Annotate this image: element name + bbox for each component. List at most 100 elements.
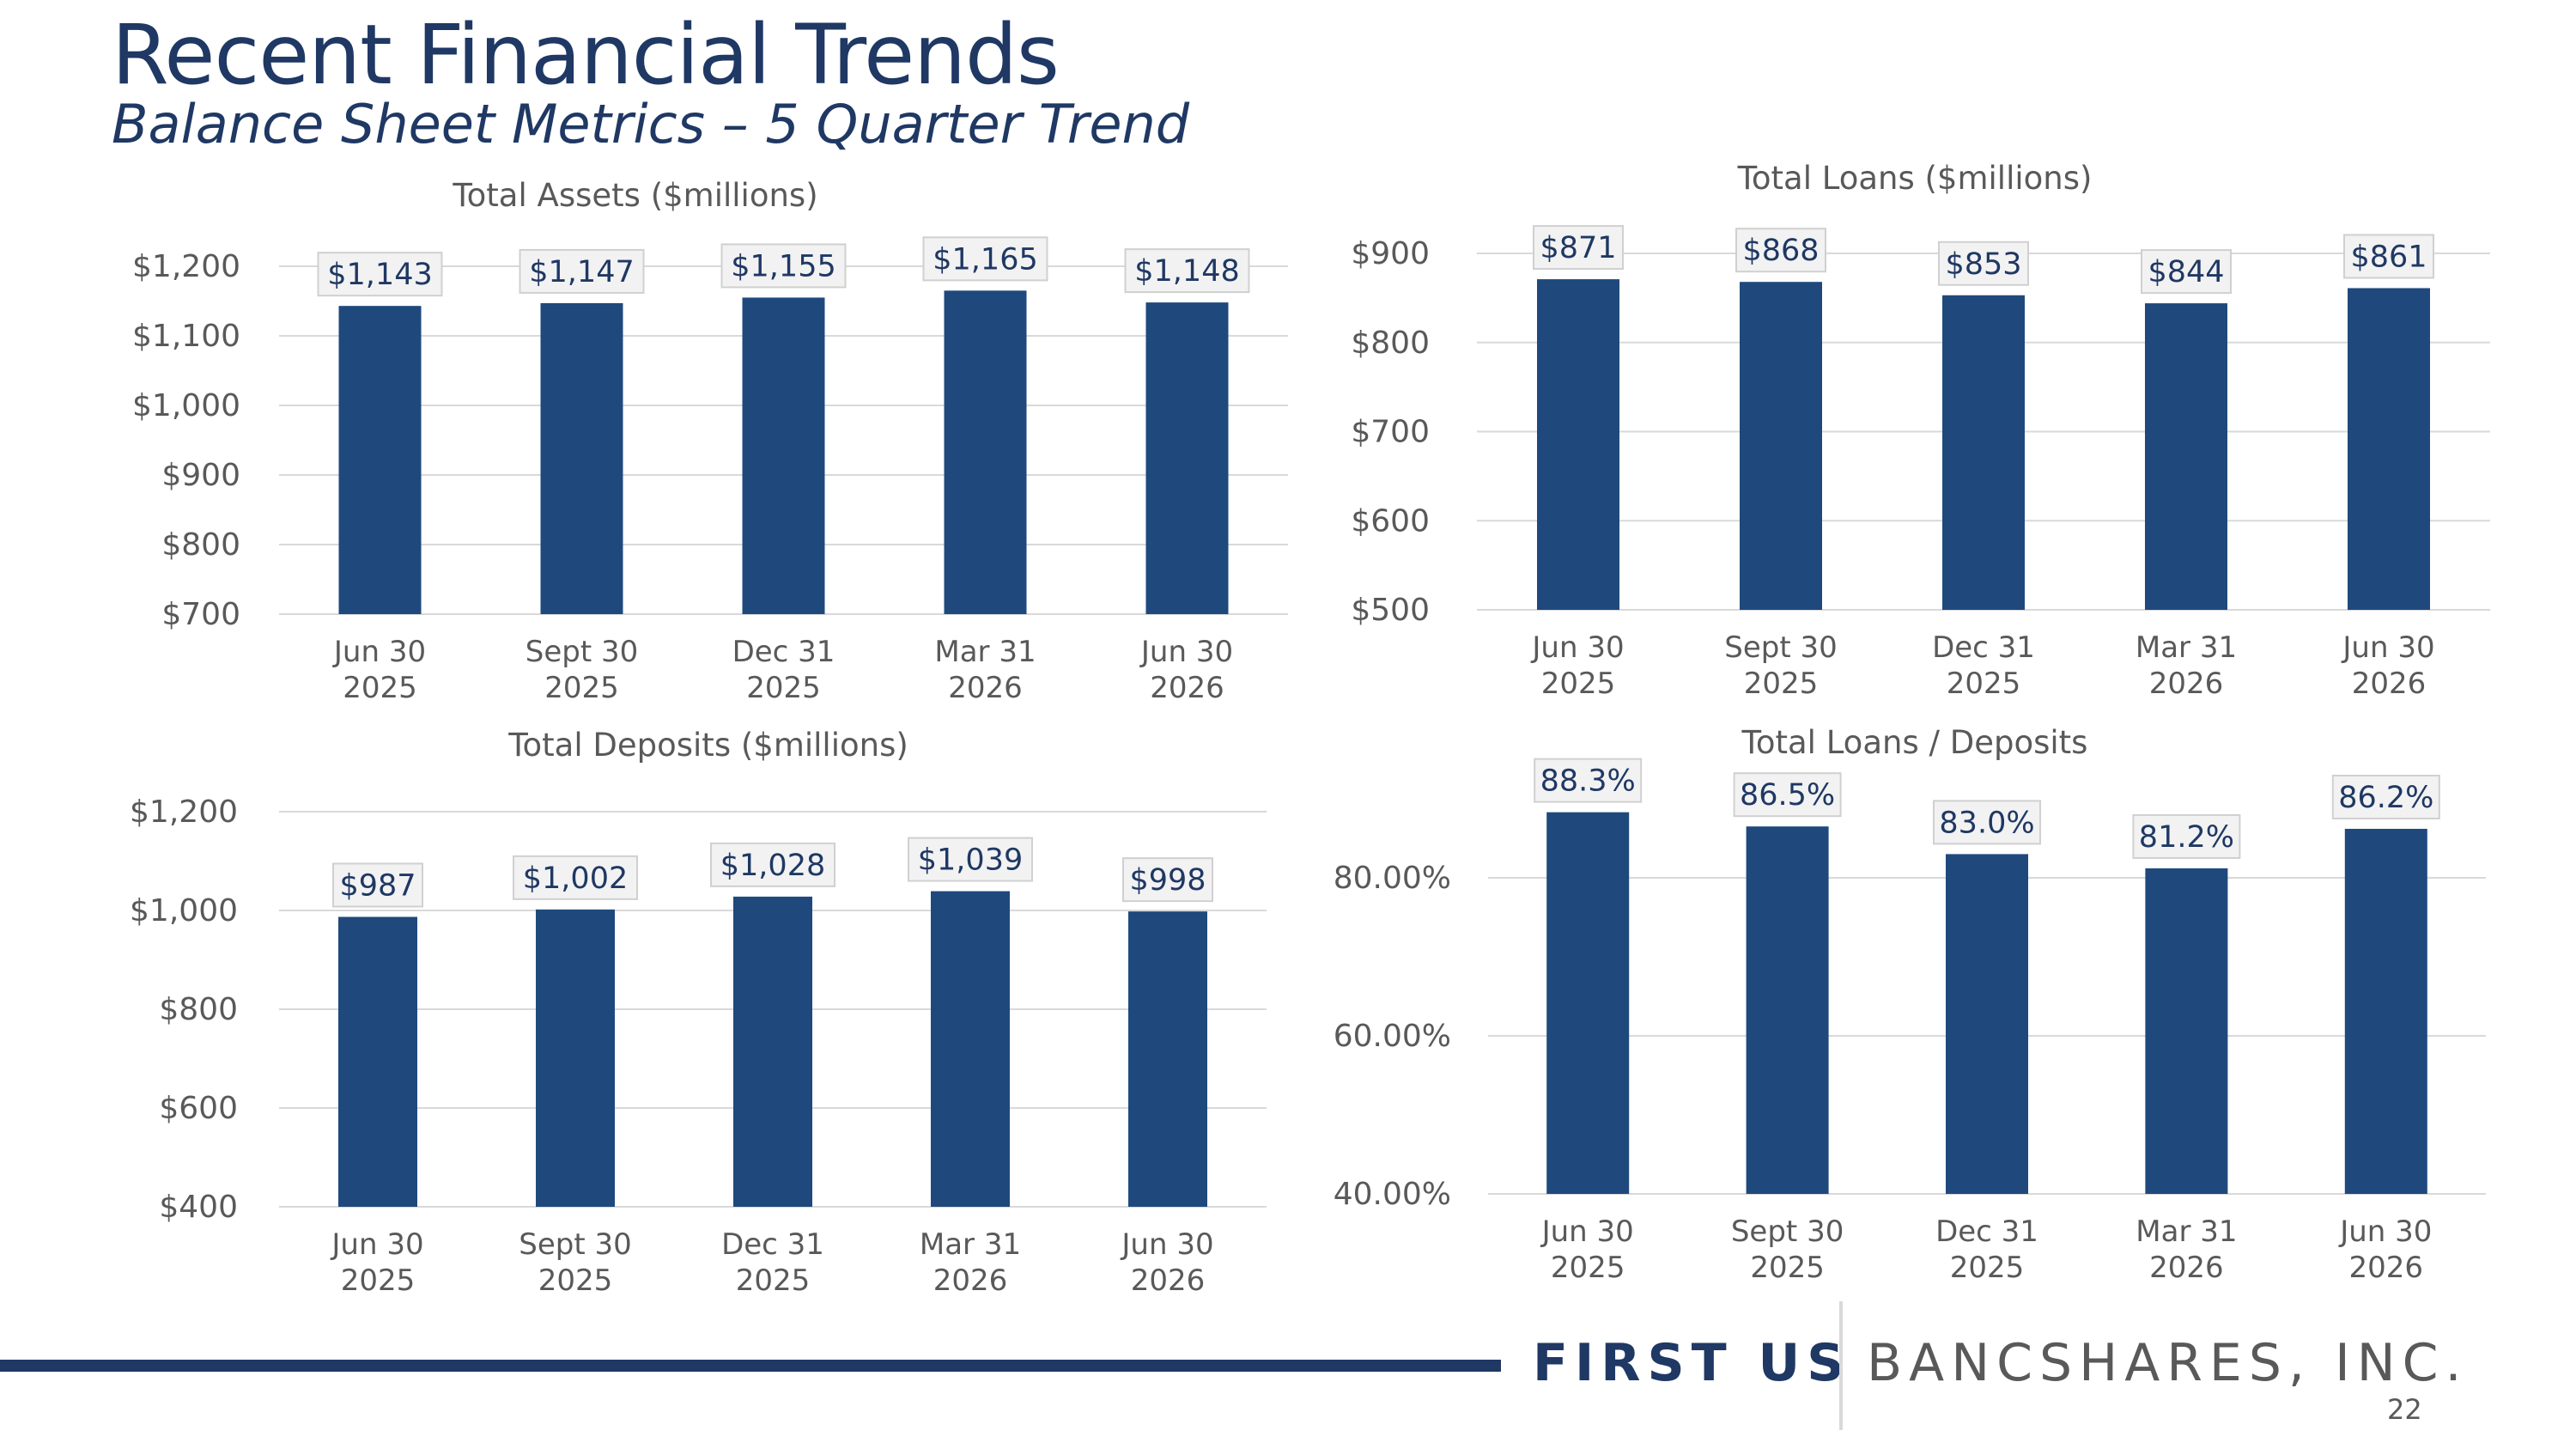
bar bbox=[338, 306, 422, 614]
x-tick-year: 2025 bbox=[544, 671, 619, 705]
data-label: $1,039 bbox=[918, 843, 1023, 878]
x-tick-label: Jun 30 bbox=[1139, 635, 1233, 669]
x-tick-label: Jun 30 bbox=[1530, 630, 1624, 665]
x-tick-year: 2025 bbox=[736, 1263, 811, 1298]
data-label: $1,143 bbox=[327, 258, 432, 292]
x-tick-label: Sept 30 bbox=[1731, 1215, 1844, 1249]
data-label: $1,165 bbox=[933, 242, 1037, 277]
chart-title: Total Deposits ($millions) bbox=[507, 727, 908, 764]
data-label: $844 bbox=[2148, 255, 2224, 289]
data-label: 81.2% bbox=[2139, 820, 2234, 855]
x-tick-label: Jun 30 bbox=[332, 635, 426, 669]
bar bbox=[1537, 279, 1619, 610]
data-label: $998 bbox=[1129, 863, 1206, 898]
total-deposits-chart: Total Deposits ($millions) $400 $600 $800 $1… bbox=[130, 727, 1267, 1298]
chart-title: Total Loans / Deposits bbox=[1741, 724, 2088, 761]
data-label: $871 bbox=[1540, 231, 1616, 265]
page-number: 22 bbox=[2387, 1393, 2422, 1426]
y-tick-label: $1,000 bbox=[132, 388, 240, 423]
y-tick-label: $600 bbox=[1351, 503, 1430, 539]
footer-rule bbox=[0, 1360, 1501, 1372]
x-tick-year: 2025 bbox=[343, 671, 417, 705]
x-tick-label: Dec 31 bbox=[732, 635, 835, 669]
bar bbox=[944, 290, 1027, 614]
bar bbox=[1740, 282, 1822, 610]
y-tick-label: $1,200 bbox=[132, 249, 240, 284]
bar bbox=[338, 916, 417, 1207]
x-tick-year: 2025 bbox=[1541, 667, 1616, 701]
data-label: $987 bbox=[339, 868, 416, 903]
x-tick-label: Jun 30 bbox=[2338, 1215, 2432, 1249]
data-label-box bbox=[2331, 774, 2440, 819]
data-label-box bbox=[720, 243, 847, 289]
bar bbox=[2145, 303, 2227, 610]
chart-title: Total Assets ($millions) bbox=[452, 177, 817, 214]
bar bbox=[2145, 868, 2228, 1194]
y-tick-label: $500 bbox=[1351, 593, 1430, 628]
bar bbox=[540, 302, 623, 614]
x-tick-year: 2025 bbox=[1551, 1251, 1625, 1285]
x-tick-label: Dec 31 bbox=[1935, 1215, 2038, 1249]
data-label-box bbox=[1733, 772, 1842, 818]
data-label: $1,028 bbox=[720, 849, 825, 883]
bar bbox=[1946, 854, 2028, 1194]
y-tick-label: $700 bbox=[1351, 415, 1430, 450]
logo-bancshares: BANCSHARES, INC. bbox=[1867, 1333, 2469, 1393]
x-tick-label: Mar 31 bbox=[934, 635, 1036, 669]
page-title: Recent Financial Trends bbox=[112, 7, 1060, 103]
data-label-box bbox=[1534, 758, 1643, 803]
data-label: 86.2% bbox=[2338, 781, 2433, 815]
x-tick-year: 2026 bbox=[2349, 1251, 2424, 1285]
x-tick-label: Mar 31 bbox=[2136, 630, 2237, 665]
y-tick-label: $1,100 bbox=[132, 319, 240, 354]
x-tick-year: 2026 bbox=[1150, 671, 1224, 705]
data-label-box bbox=[710, 842, 835, 887]
x-tick-year: 2025 bbox=[341, 1263, 416, 1298]
x-tick-label: Jun 30 bbox=[1540, 1215, 1634, 1249]
bar bbox=[742, 297, 825, 614]
x-tick-year: 2025 bbox=[538, 1263, 613, 1298]
loans-to-deposits-chart: Total Loans / Deposits 40.00% 60.00% 80.00%… bbox=[1334, 724, 2486, 1285]
x-tick-year: 2026 bbox=[2149, 667, 2224, 701]
data-label-box bbox=[317, 252, 443, 297]
chart-title: Total Loans ($millions) bbox=[1737, 160, 2093, 197]
data-label-box bbox=[1933, 800, 2041, 845]
x-tick-year: 2026 bbox=[948, 671, 1023, 705]
bar bbox=[1546, 812, 1630, 1194]
data-label-box bbox=[519, 248, 645, 294]
x-tick-label: Jun 30 bbox=[1120, 1227, 1213, 1262]
y-tick-label: $800 bbox=[1351, 326, 1430, 361]
y-tick-label: $600 bbox=[159, 1091, 238, 1126]
y-tick-label: $400 bbox=[159, 1190, 238, 1225]
bar bbox=[733, 896, 812, 1207]
x-tick-year: 2026 bbox=[1131, 1263, 1206, 1298]
bar bbox=[1145, 302, 1229, 614]
x-tick-label: Dec 31 bbox=[1932, 630, 2035, 665]
bar bbox=[1746, 826, 1829, 1194]
y-tick-label: $1,000 bbox=[130, 893, 238, 928]
bar bbox=[2348, 288, 2430, 610]
x-tick-year: 2025 bbox=[1750, 1251, 1825, 1285]
data-label: $853 bbox=[1945, 247, 2021, 282]
y-tick-label: 40.00% bbox=[1334, 1177, 1451, 1212]
x-tick-year: 2025 bbox=[1950, 1251, 2025, 1285]
y-tick-label: $900 bbox=[1351, 236, 1430, 271]
y-tick-label: $800 bbox=[159, 992, 238, 1027]
bar bbox=[1128, 911, 1207, 1207]
x-tick-year: 2026 bbox=[2149, 1251, 2224, 1285]
x-tick-label: Jun 30 bbox=[2341, 630, 2434, 665]
data-label: $1,147 bbox=[529, 255, 634, 289]
x-tick-year: 2026 bbox=[933, 1263, 1008, 1298]
x-tick-label: Sept 30 bbox=[526, 635, 638, 669]
data-label-box bbox=[1124, 248, 1250, 294]
logo-divider bbox=[1839, 1301, 1843, 1430]
data-label-box bbox=[922, 236, 1048, 282]
data-label: $1,002 bbox=[523, 861, 628, 896]
bar bbox=[2344, 828, 2427, 1194]
total-assets-chart: Total Assets ($millions) $700 $800 $900 $1,0… bbox=[132, 177, 1288, 705]
data-label: $1,155 bbox=[731, 249, 835, 283]
x-tick-year: 2025 bbox=[746, 671, 821, 705]
data-label: $868 bbox=[1742, 234, 1819, 268]
data-label: $1,148 bbox=[1134, 254, 1239, 289]
data-label-box bbox=[2141, 249, 2232, 295]
